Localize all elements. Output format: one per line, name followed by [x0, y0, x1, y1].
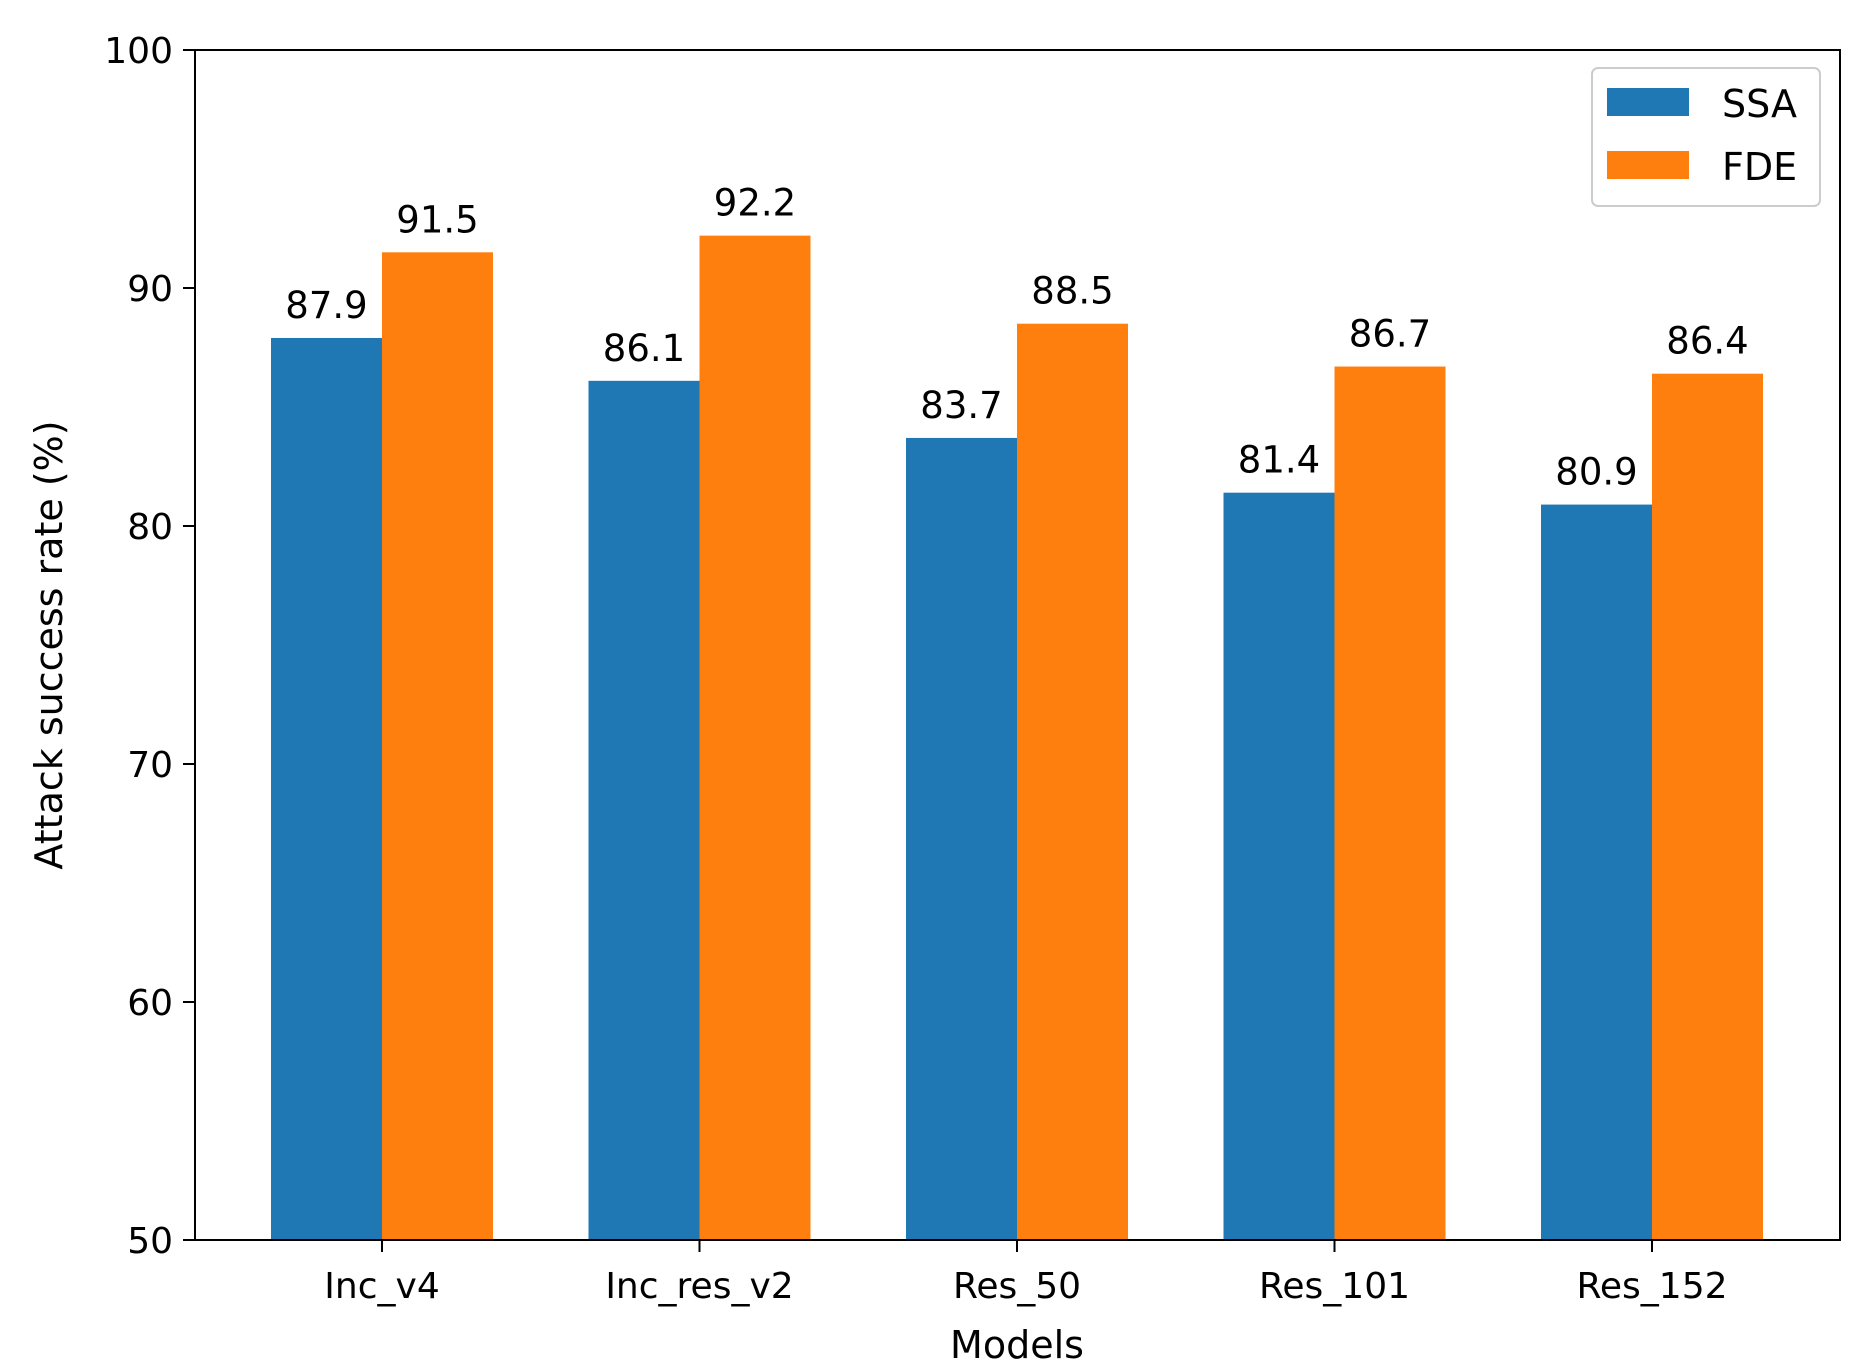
legend-label-fde: FDE: [1722, 145, 1797, 189]
y-tick-label: 90: [127, 269, 173, 310]
value-label-ssa-inc-v4: 87.9: [285, 284, 367, 327]
value-label-fde-res-101: 86.7: [1349, 313, 1431, 356]
y-axis-label: Attack success rate (%): [27, 420, 71, 869]
y-tick-label: 80: [127, 507, 173, 548]
axis-ticks: 50 60 70 80 90 100 Inc_v4 Inc_res_v2 Res_50 Res_1…: [104, 31, 1727, 1307]
bar-fde-inc-res-v2: [699, 235, 811, 1240]
bar-fde-res-152: [1652, 373, 1763, 1240]
value-labels: 87.9 86.1 83.7 81.4 80.9 91.5 92.2 88.5 86.7 86.4: [285, 182, 1748, 494]
legend-swatch-ssa: [1607, 88, 1689, 116]
y-tick-label: 70: [127, 745, 173, 786]
y-tick-label: 50: [127, 1221, 173, 1262]
x-tick-label: Res_152: [1576, 1266, 1727, 1307]
bar-fde-inc-v4: [382, 252, 493, 1241]
value-label-fde-res-50: 88.5: [1031, 270, 1113, 313]
value-label-ssa-res-101: 81.4: [1238, 439, 1320, 482]
legend: SSA FDE: [1591, 67, 1821, 207]
value-label-fde-inc-v4: 91.5: [396, 198, 478, 241]
x-tick-label: Res_101: [1259, 1266, 1410, 1307]
x-axis-label: Models: [950, 1323, 1084, 1367]
bar-fde-res-50: [1017, 323, 1128, 1240]
value-label-fde-res-152: 86.4: [1666, 320, 1748, 363]
x-tick-label: Inc_v4: [324, 1266, 439, 1307]
value-label-fde-inc-res-v2: 92.2: [714, 182, 796, 225]
bar-ssa-res-50: [906, 437, 1017, 1240]
value-label-ssa-res-50: 83.7: [920, 384, 1002, 427]
y-tick-label: 60: [127, 983, 173, 1024]
bar-fde-res-101: [1334, 366, 1446, 1240]
value-label-ssa-res-152: 80.9: [1555, 451, 1637, 494]
value-label-ssa-inc-res-v2: 86.1: [603, 327, 685, 370]
x-tick-label: Inc_res_v2: [605, 1266, 793, 1307]
bar-ssa-inc-res-v2: [588, 380, 700, 1240]
legend-swatch-fde: [1607, 151, 1689, 179]
bar-ssa-res-101: [1223, 492, 1335, 1240]
bars-layer: [271, 235, 1763, 1241]
bar-ssa-inc-v4: [271, 337, 382, 1241]
y-tick-label: 100: [104, 31, 173, 72]
x-tick-label: Res_50: [953, 1266, 1081, 1307]
legend-label-ssa: SSA: [1722, 82, 1797, 126]
bar-ssa-res-152: [1541, 504, 1652, 1241]
